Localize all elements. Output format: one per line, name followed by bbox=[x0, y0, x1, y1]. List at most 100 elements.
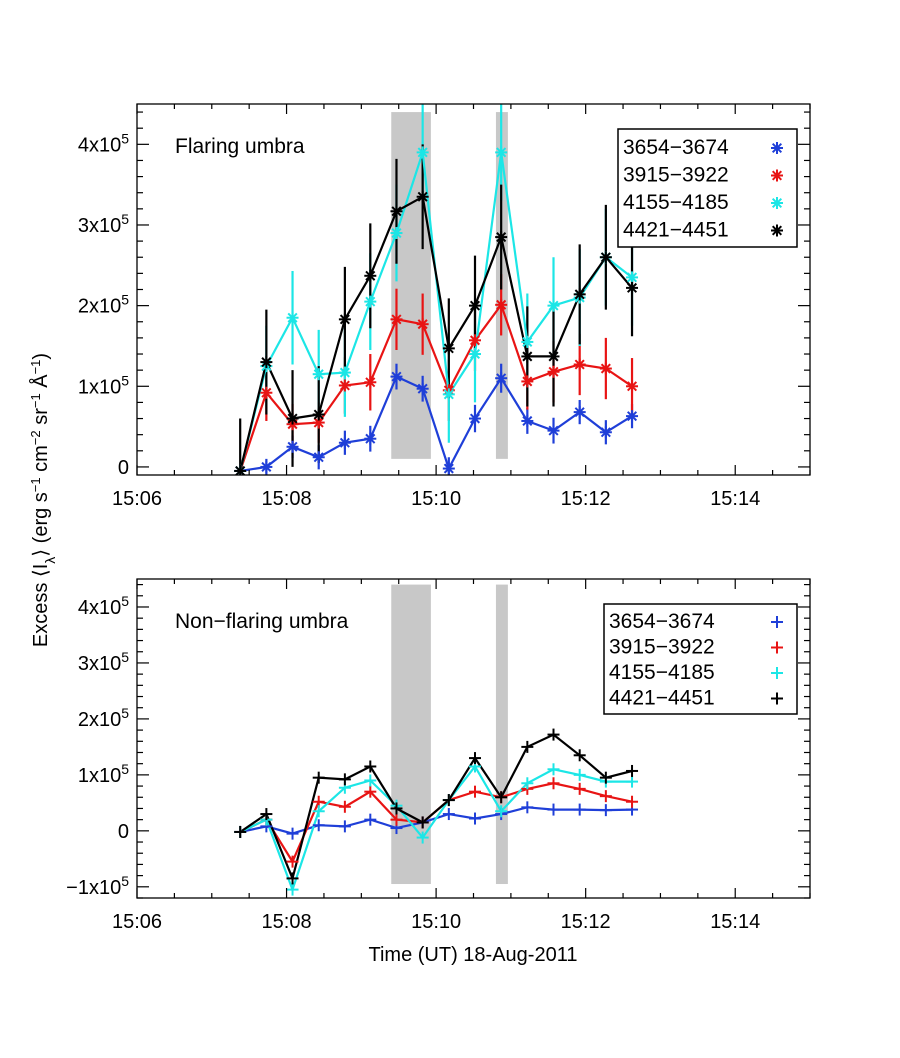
marker-stroke bbox=[600, 252, 611, 263]
marker-stroke bbox=[627, 411, 638, 422]
data-point bbox=[338, 820, 351, 833]
marker-stroke bbox=[496, 147, 507, 158]
data-point bbox=[495, 805, 508, 818]
data-point bbox=[573, 782, 586, 795]
data-point bbox=[573, 803, 586, 816]
data-point bbox=[416, 382, 429, 395]
x-tick-label: 15:12 bbox=[561, 911, 611, 933]
legend-label: 4155−4185 bbox=[609, 661, 715, 684]
marker-stroke bbox=[627, 381, 638, 392]
marker-stroke bbox=[548, 425, 559, 436]
data-point bbox=[521, 375, 534, 388]
legend-label: 3654−3674 bbox=[609, 610, 715, 633]
marker-stroke bbox=[365, 296, 376, 307]
data-point bbox=[771, 692, 783, 705]
data-point bbox=[260, 386, 273, 399]
data-point bbox=[547, 424, 560, 437]
marker-stroke bbox=[548, 366, 559, 377]
marker-stroke bbox=[548, 351, 559, 362]
data-point bbox=[495, 298, 508, 311]
data-point bbox=[495, 231, 508, 244]
data-point bbox=[442, 462, 455, 475]
y-tick-label: 3x105 bbox=[78, 649, 129, 675]
marker-stroke bbox=[496, 299, 507, 310]
data-point bbox=[468, 299, 481, 312]
data-point bbox=[468, 785, 481, 798]
data-point bbox=[599, 362, 612, 375]
x-tick-label: 15:10 bbox=[411, 488, 461, 510]
data-point bbox=[495, 791, 508, 804]
data-point bbox=[364, 785, 377, 798]
marker-stroke bbox=[496, 373, 507, 384]
y-tick-label: 3x105 bbox=[78, 211, 129, 237]
data-point bbox=[364, 295, 377, 308]
data-point bbox=[260, 356, 273, 369]
x-tick-label: 15:08 bbox=[262, 911, 312, 933]
series-line bbox=[239, 302, 633, 472]
marker-stroke bbox=[287, 441, 298, 452]
data-point bbox=[495, 146, 508, 159]
marker-stroke bbox=[417, 191, 428, 202]
data-point bbox=[338, 366, 351, 379]
marker-stroke bbox=[771, 142, 783, 154]
marker-stroke bbox=[365, 433, 376, 444]
data-point bbox=[521, 777, 534, 790]
marker-stroke bbox=[469, 413, 481, 424]
data-point bbox=[312, 368, 325, 381]
y-tick-label: −1x105 bbox=[66, 873, 129, 899]
data-point bbox=[547, 350, 560, 363]
data-point bbox=[547, 777, 560, 790]
marker-stroke bbox=[313, 409, 324, 420]
marker-stroke bbox=[522, 376, 533, 387]
marker-stroke bbox=[391, 314, 402, 325]
data-point bbox=[442, 794, 455, 807]
data-point bbox=[338, 773, 351, 786]
data-point bbox=[260, 460, 273, 473]
data-point bbox=[286, 883, 299, 896]
data-point bbox=[416, 146, 429, 159]
x-tick-label: 15:14 bbox=[710, 488, 760, 510]
marker-stroke bbox=[261, 461, 272, 472]
legend-label: 4421−4451 bbox=[609, 687, 715, 710]
data-point bbox=[416, 190, 429, 203]
data-point bbox=[521, 335, 534, 348]
data-point bbox=[364, 813, 377, 826]
data-point bbox=[416, 831, 429, 844]
legend-box bbox=[617, 128, 798, 248]
data-point bbox=[468, 334, 481, 347]
data-point bbox=[390, 370, 403, 383]
marker-stroke bbox=[469, 335, 481, 346]
marker-stroke bbox=[548, 300, 559, 311]
data-point bbox=[626, 410, 639, 423]
data-point bbox=[364, 269, 377, 282]
y-tick-label: 0 bbox=[118, 821, 129, 843]
marker-stroke bbox=[417, 383, 428, 394]
marker-stroke bbox=[339, 314, 350, 325]
marker-stroke bbox=[627, 282, 638, 293]
data-point bbox=[573, 768, 586, 781]
marker-stroke bbox=[261, 357, 272, 368]
legend-label: 3654−3674 bbox=[623, 136, 729, 159]
data-point bbox=[626, 795, 639, 808]
data-point bbox=[234, 825, 247, 838]
marker-stroke bbox=[574, 407, 585, 418]
marker-stroke bbox=[443, 463, 454, 474]
data-point bbox=[573, 288, 586, 301]
data-point bbox=[312, 771, 325, 784]
data-point bbox=[416, 318, 429, 331]
data-point bbox=[547, 803, 560, 816]
data-point bbox=[416, 816, 429, 829]
data-point bbox=[468, 412, 481, 425]
data-point bbox=[390, 227, 403, 240]
data-layer bbox=[234, 104, 639, 475]
marker-stroke bbox=[287, 312, 298, 323]
data-point bbox=[364, 432, 377, 445]
marker-stroke bbox=[443, 389, 454, 400]
data-point bbox=[364, 774, 377, 787]
data-point bbox=[260, 808, 273, 821]
y-tick-label: 2x105 bbox=[78, 292, 129, 318]
marker-stroke bbox=[313, 369, 324, 380]
